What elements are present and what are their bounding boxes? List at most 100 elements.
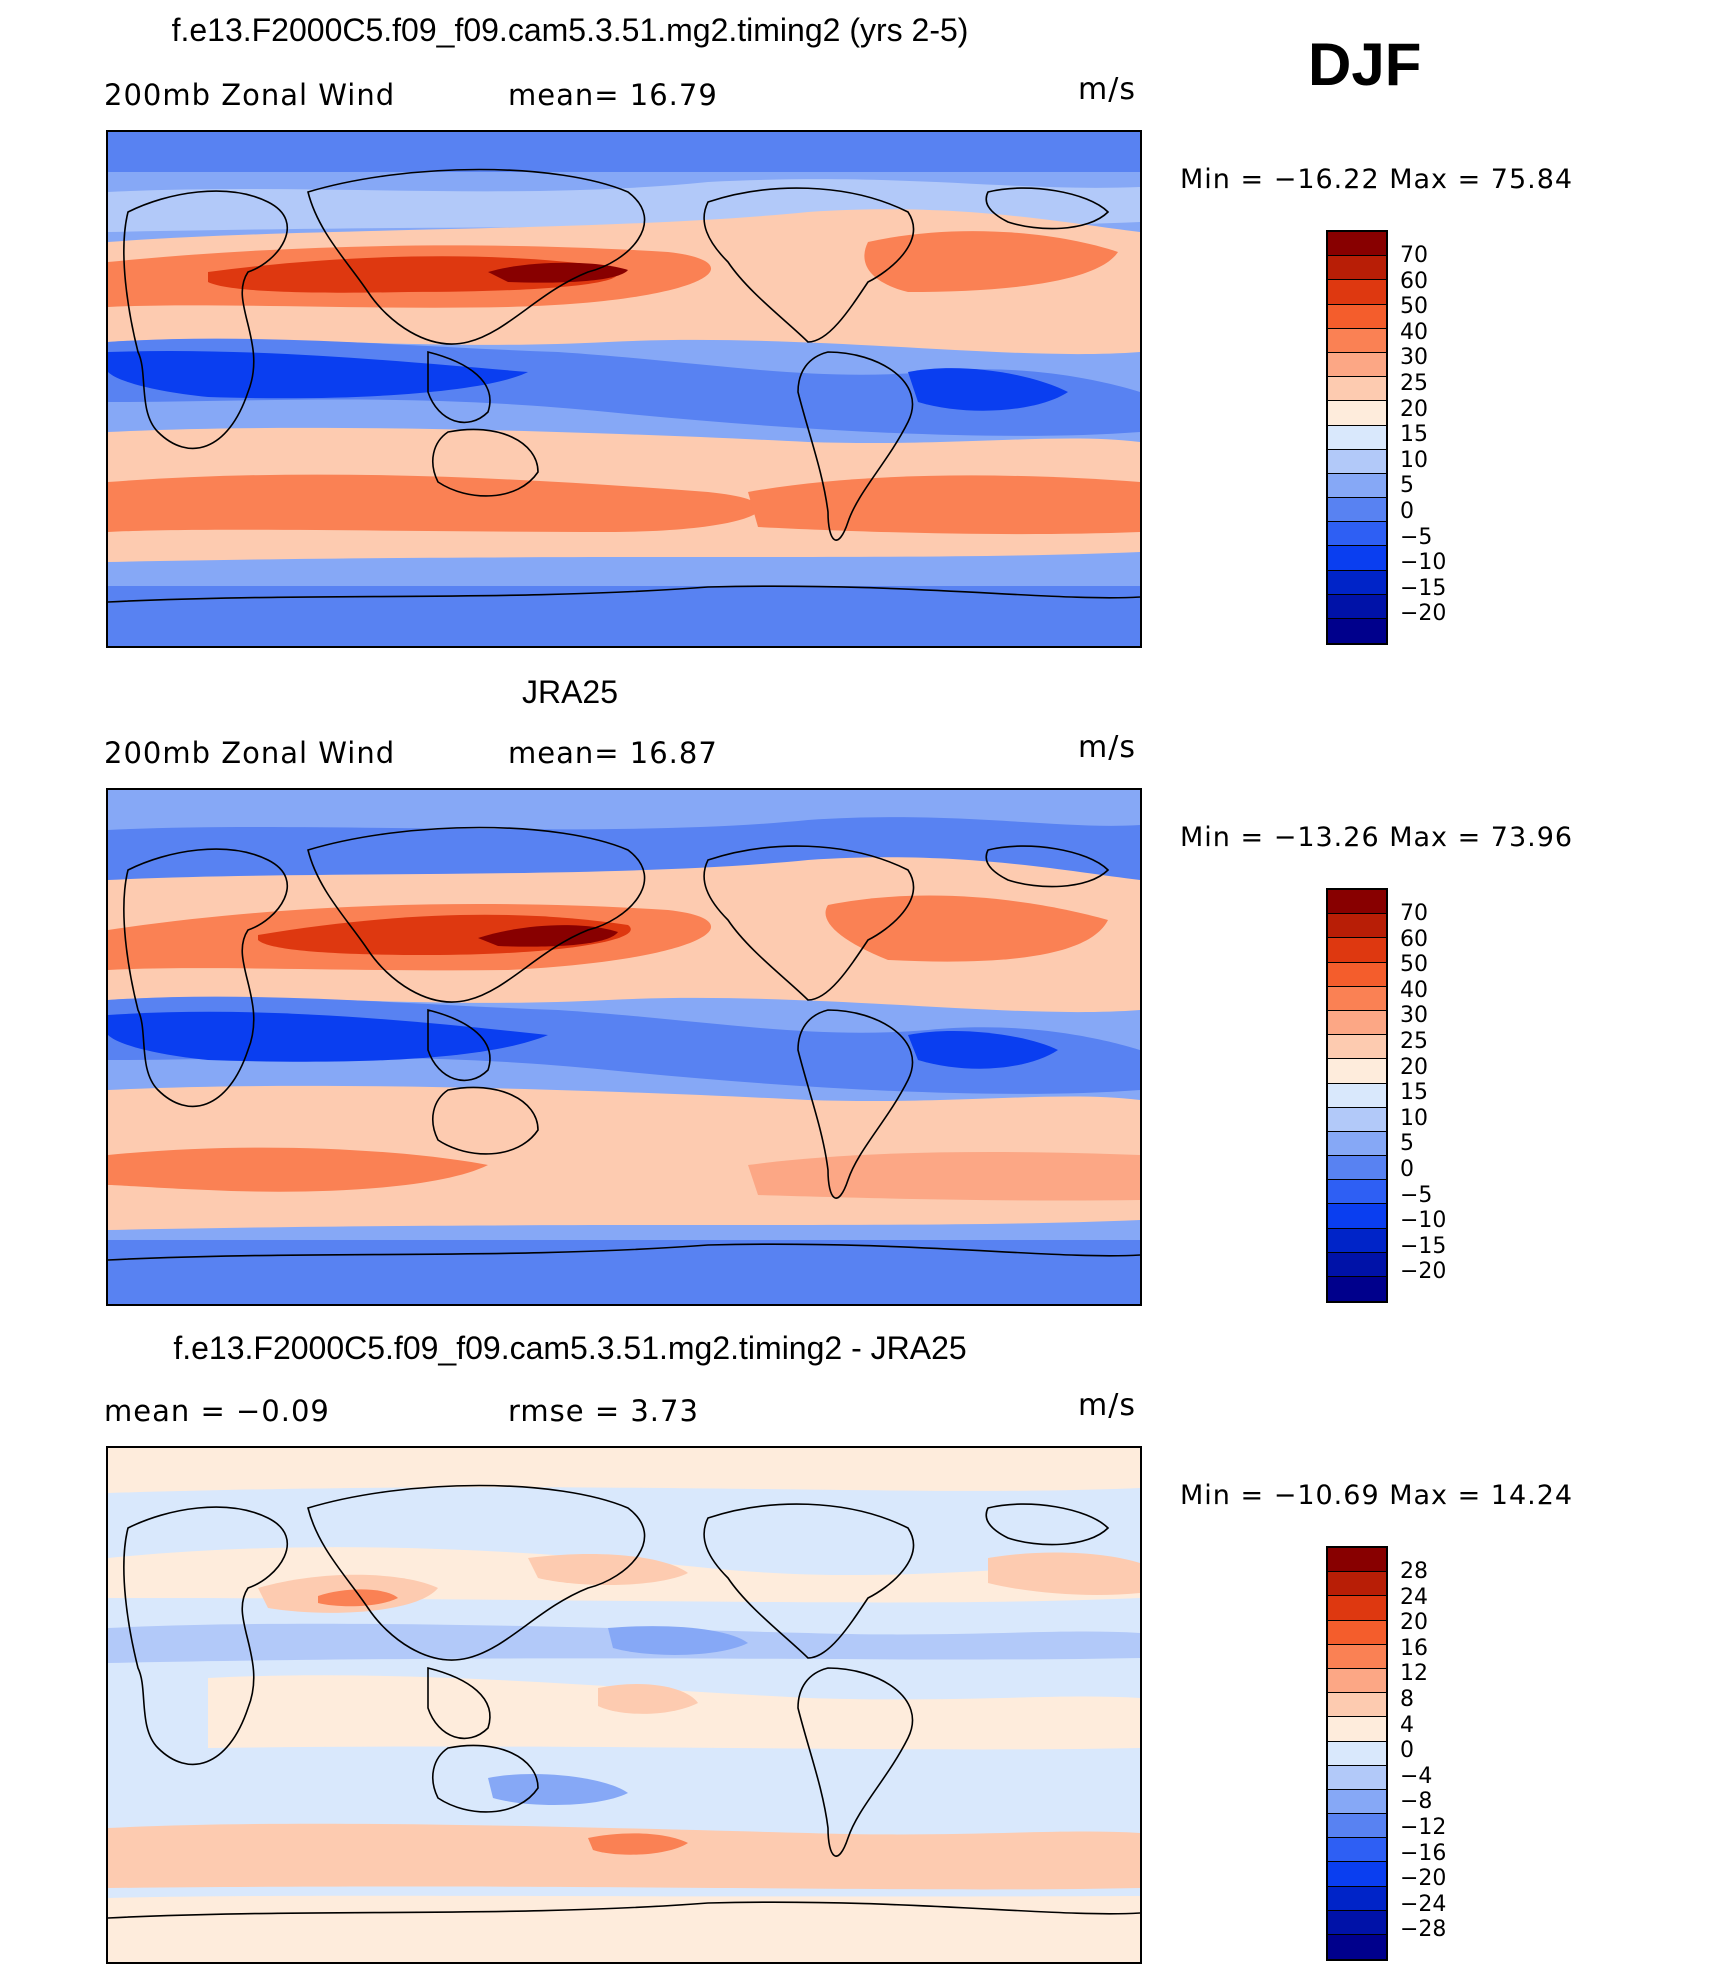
panel-3-colorbar: [1326, 1546, 1388, 1962]
colorbar-swatch: [1328, 401, 1386, 426]
colorbar-swatch: [1328, 1717, 1386, 1742]
colorbar-label: −28: [1400, 1917, 1447, 1943]
colorbar-swatch: [1328, 498, 1386, 523]
colorbar-label: 70: [1400, 243, 1428, 268]
colorbar-swatch: [1328, 1010, 1386, 1036]
colorbar-swatch: [1328, 1180, 1386, 1205]
colorbar-label: 50: [1400, 294, 1428, 320]
colorbar-label: −24: [1400, 1891, 1447, 1917]
colorbar-label: −16: [1400, 1840, 1447, 1866]
colorbar-label: 60: [1400, 268, 1428, 294]
colorbar-label: −20: [1400, 1259, 1447, 1285]
colorbar-swatch: [1328, 232, 1386, 257]
colorbar-label: −5: [1400, 524, 1433, 550]
panel-1-center-label: mean= 16.79: [508, 78, 718, 112]
panel-2-title: JRA25: [521, 674, 619, 710]
colorbar-label: 0: [1400, 498, 1414, 524]
colorbar-swatch: [1328, 1156, 1386, 1181]
panel-2-colorbar: [1326, 888, 1388, 1304]
panel-2-units: m/s: [1078, 730, 1136, 765]
colorbar-label: 40: [1400, 977, 1428, 1003]
colorbar-swatch: [1328, 1548, 1386, 1573]
panel-1-min-max: Min = −16.22 Max = 75.84: [1180, 164, 1574, 195]
colorbar-label: 5: [1400, 1131, 1414, 1157]
colorbar-label: −8: [1400, 1789, 1433, 1815]
colorbar-swatch: [1328, 1572, 1386, 1597]
colorbar-swatch: [1328, 546, 1386, 571]
colorbar-label: −15: [1400, 1233, 1447, 1259]
colorbar-label: −5: [1400, 1182, 1433, 1208]
colorbar-swatch: [1328, 1107, 1386, 1132]
colorbar-swatch: [1328, 473, 1386, 499]
colorbar-label: 15: [1400, 422, 1428, 448]
panel-2-min-max: Min = −13.26 Max = 73.96: [1180, 822, 1574, 853]
colorbar-label: −10: [1400, 550, 1447, 576]
colorbar-label: 8: [1400, 1686, 1414, 1712]
colorbar-swatch: [1328, 1814, 1386, 1839]
colorbar-label: 12: [1400, 1661, 1428, 1687]
colorbar-label: −20: [1400, 601, 1447, 627]
colorbar-swatch: [1328, 914, 1386, 939]
colorbar-swatch: [1328, 1838, 1386, 1863]
colorbar-swatch: [1328, 1741, 1386, 1766]
panel-2-left-label: 200mb Zonal Wind: [104, 736, 396, 770]
colorbar-swatch: [1328, 1131, 1386, 1157]
panel-1-title: f.e13.F2000C5.f09_f09.cam5.3.51.mg2.timi…: [171, 12, 969, 48]
panel-1-colorbar: [1326, 230, 1388, 646]
colorbar-label: 30: [1400, 1003, 1428, 1029]
colorbar-swatch: [1328, 1935, 1386, 1960]
colorbar-label: 10: [1400, 447, 1428, 473]
colorbar-swatch: [1328, 986, 1386, 1011]
panel-2-center-label: mean= 16.87: [508, 736, 718, 770]
colorbar-label: −4: [1400, 1763, 1433, 1789]
panel-2-contour-map: [108, 790, 1140, 1304]
panel-2-map: [106, 788, 1142, 1306]
colorbar-swatch: [1328, 962, 1386, 987]
colorbar-swatch: [1328, 1765, 1386, 1790]
panel-3-units: m/s: [1078, 1388, 1136, 1423]
colorbar-swatch: [1328, 1886, 1386, 1911]
colorbar-swatch: [1328, 1059, 1386, 1084]
colorbar-label: 60: [1400, 926, 1428, 952]
colorbar-swatch: [1328, 594, 1386, 619]
panel-3-colorbar-labels: 28 24 20 16 12 8 4 0 −4 −8 −12 −16 −20 −24 −28: [1400, 1559, 1446, 1943]
colorbar-swatch: [1328, 256, 1386, 281]
colorbar-label: −15: [1400, 575, 1447, 601]
colorbar-swatch: [1328, 1204, 1386, 1229]
panel-3-center-label: rmse = 3.73: [508, 1394, 699, 1428]
colorbar-swatch: [1328, 619, 1386, 644]
colorbar-label: 24: [1400, 1584, 1428, 1610]
colorbar-label: 20: [1400, 1054, 1428, 1080]
colorbar-swatch: [1328, 1083, 1386, 1108]
colorbar-label: −10: [1400, 1208, 1447, 1234]
panel-2-colorbar-labels: 70 60 50 40 30 25 20 15 10 5 0 −5 −10 −15 −20: [1400, 901, 1446, 1285]
colorbar-label: 5: [1400, 473, 1414, 499]
colorbar-label: 30: [1400, 345, 1428, 371]
colorbar-swatch: [1328, 522, 1386, 547]
colorbar-swatch: [1328, 328, 1386, 353]
colorbar-swatch: [1328, 304, 1386, 329]
colorbar-label: 40: [1400, 319, 1428, 345]
colorbar-swatch: [1328, 1693, 1386, 1718]
colorbar-label: 25: [1400, 370, 1428, 396]
panel-1-units: m/s: [1078, 72, 1136, 107]
colorbar-label: 0: [1400, 1738, 1414, 1764]
colorbar-swatch: [1328, 1035, 1386, 1060]
colorbar-swatch: [1328, 1277, 1386, 1302]
colorbar-swatch: [1328, 449, 1386, 474]
colorbar-swatch: [1328, 352, 1386, 378]
season-label: DJF: [1308, 31, 1422, 98]
colorbar-swatch: [1328, 1910, 1386, 1935]
colorbar-swatch: [1328, 570, 1386, 595]
panel-1-contour-map: [108, 132, 1140, 646]
colorbar-label: 25: [1400, 1028, 1428, 1054]
colorbar-swatch: [1328, 1789, 1386, 1815]
panel-3-map: [106, 1446, 1142, 1964]
colorbar-label: 20: [1400, 1610, 1428, 1636]
panel-3-title: f.e13.F2000C5.f09_f09.cam5.3.51.mg2.timi…: [173, 1330, 967, 1366]
colorbar-swatch: [1328, 425, 1386, 450]
colorbar-label: 50: [1400, 952, 1428, 978]
colorbar-label: 28: [1400, 1559, 1428, 1584]
colorbar-swatch: [1328, 1228, 1386, 1253]
colorbar-label: 10: [1400, 1105, 1428, 1131]
